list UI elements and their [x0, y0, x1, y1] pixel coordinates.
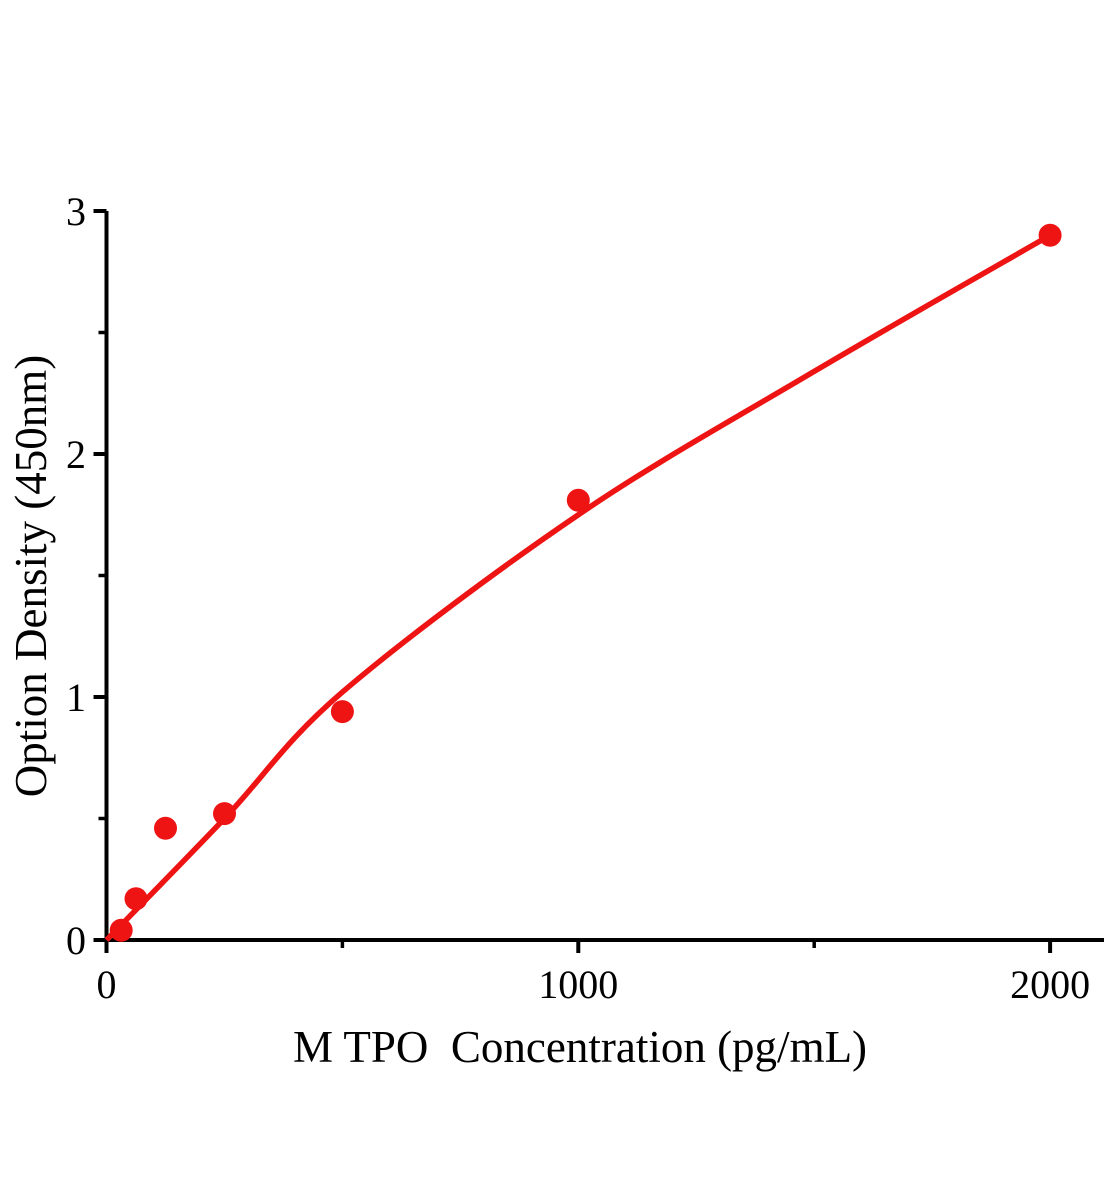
- data-point: [154, 816, 177, 840]
- y-axis-title: Option Density (450nm): [6, 355, 56, 797]
- axis-tick-labels: 0 1000 2000 0 1 2 3: [66, 189, 1090, 1007]
- x-axis-title: M TPO Concentration (pg/mL): [293, 1022, 867, 1072]
- x-tick-label: 2000: [1010, 962, 1090, 1007]
- data-point: [109, 918, 133, 942]
- y-tick-label: 3: [66, 189, 86, 234]
- data-point: [330, 700, 354, 724]
- fit-curve-line: [104, 232, 1052, 942]
- data-point: [124, 887, 148, 911]
- y-tick-label: 1: [66, 675, 86, 720]
- data-point: [566, 488, 590, 512]
- axes: [104, 211, 1104, 942]
- y-tick-label: 0: [66, 918, 86, 963]
- y-tick-label: 2: [66, 432, 86, 477]
- data-point: [213, 802, 236, 826]
- data-point: [1038, 223, 1062, 247]
- axis-ticks: [93, 209, 1053, 953]
- x-tick-label: 0: [97, 962, 117, 1007]
- data-points: [109, 223, 1062, 942]
- x-tick-label: 1000: [538, 962, 618, 1007]
